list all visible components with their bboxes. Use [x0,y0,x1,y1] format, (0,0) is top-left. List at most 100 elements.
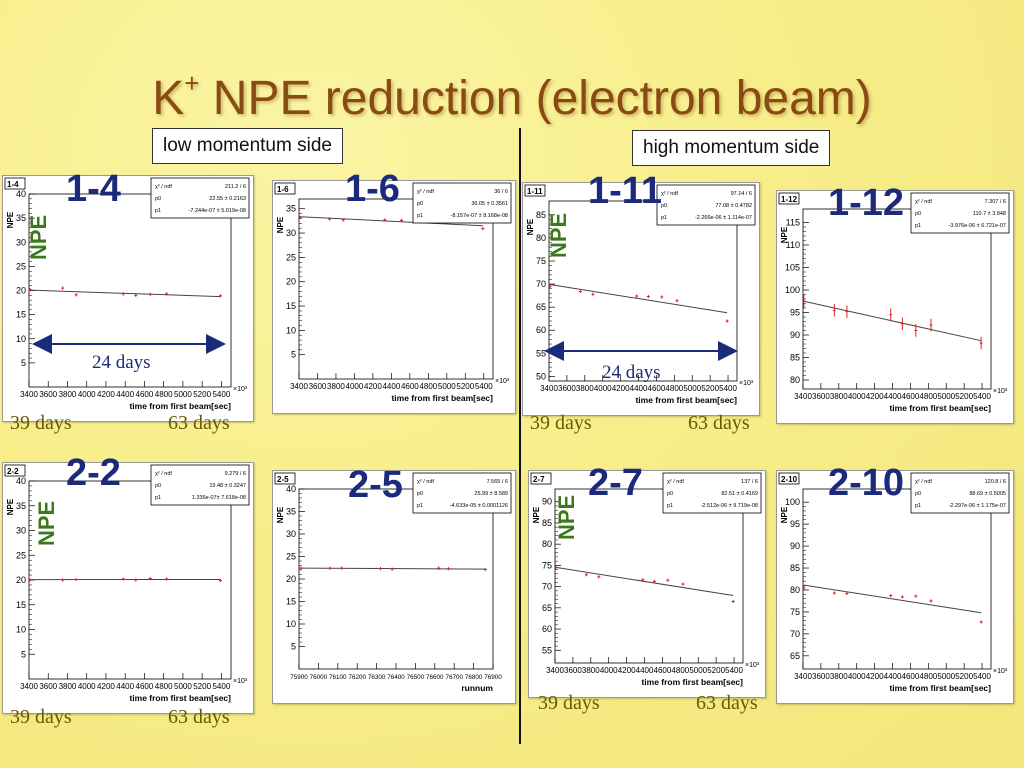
fit-stat-value: -4.633e-05 ± 0.0001126 [450,503,508,509]
x-tick-label: 5200 [955,672,973,681]
x-tick-label: 3400 [20,390,38,399]
fit-stat-name: χ² / ndf [417,189,434,195]
y-tick-label: 90 [790,541,800,551]
x-tick-label: 4600 [648,384,666,393]
days-63-d: 63 days [696,692,758,714]
x-tick-label: 3600 [812,672,830,681]
x-tick-label: 5000 [174,682,192,691]
x-tick-label: 4800 [671,666,689,675]
y-tick-label: 5 [21,358,26,368]
plot-svg-1-11: 1-11 50 55 60 65 70 75 80 85 3400 3600 3800 4000 4200… [524,184,756,405]
x-axis-label: time from first beam[sec] [635,395,737,405]
fit-stat-value: 36.05 ± 0.3561 [471,201,508,207]
x-exponent: ×10³ [993,388,1008,395]
fit-stat-name: p0 [915,211,921,217]
x-tick-label: 76400 [387,674,405,681]
y-axis-label: NPE [780,506,789,523]
y-tick-label: 10 [286,619,296,629]
y-tick-label: 70 [542,582,552,592]
y-tick-label: 75 [790,607,800,617]
y-tick-label: 105 [785,263,800,273]
y-tick-label: 115 [786,218,800,228]
x-exponent: ×10³ [993,668,1008,675]
x-axis-label: time from first beam[sec] [129,401,231,411]
fit-stat-value: 19.48 ± 0.3247 [209,483,246,489]
x-tick-label: 3600 [812,392,830,401]
y-tick-label: 25 [286,552,296,562]
x-tick-label: 5200 [701,384,719,393]
plot-id-box [524,184,546,197]
x-tick-label: 5000 [438,382,456,391]
fit-stat-value: -2.512e-06 ± 9.719e-08 [701,503,758,509]
fit-line [803,300,982,342]
y-axis-label: NPE [526,218,535,235]
x-tick-label: 5000 [689,666,707,675]
x-tick-label: 5000 [937,392,955,401]
days-39-d: 39 days [538,692,600,714]
x-tick-label: 4400 [884,392,902,401]
x-tick-label: 4800 [665,384,683,393]
plot-id-box [274,182,296,195]
x-tick-label: 3600 [39,390,57,399]
x-tick-label: 4800 [155,682,173,691]
fit-stat-value: 7.307 / 6 [985,199,1006,205]
arrow-label-1: 24 days [92,352,151,373]
x-tick-label: 5400 [475,382,493,391]
y-tick-label: 65 [536,302,546,312]
x-tick-label: 4400 [116,390,134,399]
y-tick-label: 85 [790,563,800,573]
plot-id-box [778,192,800,205]
label-2-7: 2-7 [588,462,643,504]
days-39-a: 39 days [10,412,72,434]
days-63-b: 63 days [688,412,750,434]
x-tick-label: 3800 [582,666,600,675]
plot-id-text: 1-6 [277,185,289,194]
fit-stat-name: p0 [915,491,921,497]
x-tick-label: 3800 [327,382,345,391]
y-tick-label: 55 [536,348,546,358]
x-tick-label: 5200 [456,382,474,391]
fit-stats-box [656,184,756,226]
fit-stat-value: 22.55 ± 0.2163 [209,196,246,202]
y-tick-label: 70 [536,279,546,289]
plot-id-box [778,472,800,485]
y-tick-label: 30 [16,237,26,247]
y-tick-label: 60 [536,325,546,335]
x-tick-label: 4800 [419,382,437,391]
fit-line [803,584,982,614]
x-tick-label: 4000 [78,390,96,399]
y-tick-label: 25 [16,550,26,560]
y-tick-label: 15 [286,597,296,607]
x-tick-label: 76200 [348,674,366,681]
x-tick-label: 4000 [848,672,866,681]
fit-stat-value: 9.279 / 6 [225,471,246,477]
x-tick-label: 5000 [937,672,955,681]
fit-stat-value: 1.336e-07± 7.618e-08 [192,495,246,501]
x-axis-label: time from first beam[sec] [889,403,991,413]
x-exponent: ×10³ [745,662,760,669]
y-tick-label: 35 [16,213,26,223]
x-tick-label: 4200 [618,666,636,675]
y-tick-label: 5 [291,642,296,652]
y-tick-label: 80 [536,233,546,243]
fit-line [555,566,734,596]
y-tick-label: 55 [542,645,552,655]
x-tick-label: 5400 [719,384,737,393]
x-exponent: ×10³ [233,386,248,393]
fit-stat-name: p1 [661,215,667,221]
x-tick-label: 4600 [136,390,154,399]
x-tick-label: 3400 [546,666,564,675]
x-tick-label: 5400 [212,390,230,399]
plot-svg-1-12: 1-12 80 85 90 95 100 105 110 115 3400 3600 3800 4000… [778,192,1010,413]
x-tick-label: 3600 [564,666,582,675]
fit-stat-value: -8.157e-07 ± 8.168e-08 [451,213,508,219]
fit-stat-name: p0 [155,196,161,202]
x-tick-label: 3400 [290,382,308,391]
x-tick-label: 4600 [902,672,920,681]
plot-2-10: 2-10 65 70 75 80 85 90 95 100 3400 3600 3800 4000 420… [776,470,1014,704]
plot-frame [548,200,738,382]
y-tick-label: 25 [16,261,26,271]
x-tick-label: 5400 [212,682,230,691]
y-tick-label: 75 [542,560,552,570]
